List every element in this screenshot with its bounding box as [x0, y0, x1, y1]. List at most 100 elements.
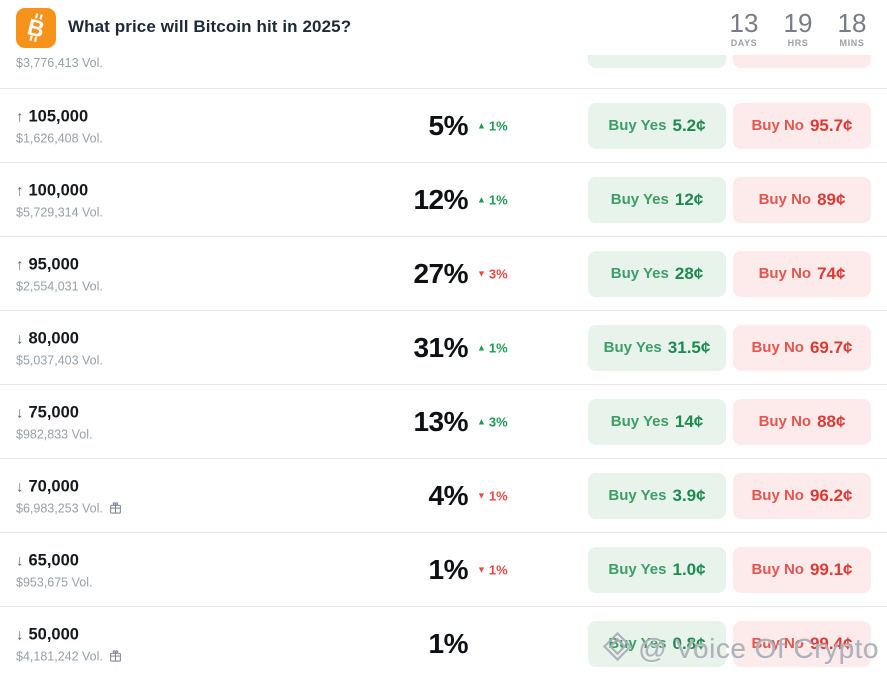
buy-no-label: Buy No	[758, 191, 812, 208]
buy-no-button[interactable]: Buy No 96.2¢	[733, 472, 871, 519]
chance-delta: ▲ 1%	[477, 192, 508, 207]
chance-delta: ▲ 3%	[477, 414, 508, 429]
outcome-info: ↓ 65,000 $953,675 Vol.	[16, 550, 92, 589]
buy-yes-button[interactable]: Buy Yes 1.0¢	[588, 546, 726, 593]
buy-no-button[interactable]	[733, 55, 871, 68]
outcome-volume: $5,037,403 Vol.	[16, 353, 103, 367]
delta-value: 1%	[488, 488, 508, 503]
buy-yes-label: Buy Yes	[608, 635, 667, 652]
outcome-row: ↓ 50,000 $4,181,242 Vol. 1% Buy Yes 0.8¢ Buy N…	[0, 607, 887, 674]
triangle-up-icon: ▲	[477, 194, 486, 204]
buy-no-price: 99.1¢	[809, 559, 853, 579]
buy-yes-price: 1.0¢	[672, 559, 706, 579]
arrow-down-icon: ↓	[16, 330, 24, 347]
triangle-down-icon: ▼	[477, 490, 486, 500]
buy-no-button[interactable]: Buy No 99.1¢	[733, 546, 871, 593]
buy-no-button[interactable]: Buy No 99.4¢	[733, 620, 871, 667]
trade-buttons: Buy Yes 31.5¢ Buy No 69.7¢	[588, 324, 871, 371]
outcome-target: ↑ 95,000	[16, 254, 103, 275]
target-price: 75,000	[28, 403, 79, 421]
buy-no-label: Buy No	[758, 413, 812, 430]
buy-no-price: 89¢	[817, 189, 846, 209]
outcome-target: ↓ 65,000	[16, 550, 92, 571]
buy-yes-button[interactable]: Buy Yes 3.9¢	[588, 472, 726, 519]
trade-buttons: Buy Yes 12¢ Buy No 89¢	[588, 176, 871, 223]
delta-value: 1%	[488, 562, 508, 577]
buy-no-button[interactable]: Buy No 95.7¢	[733, 102, 871, 149]
buy-no-label: Buy No	[751, 635, 804, 652]
outcome-volume: $953,675 Vol.	[16, 575, 92, 589]
buy-yes-button[interactable]: Buy Yes 14¢	[588, 398, 726, 445]
outcome-rows: $3,776,413 Vol. ↑ 105,000 $1,626,408 Vol. 5%…	[0, 55, 887, 674]
chance-delta: ▼ 1%	[477, 562, 508, 577]
chance-delta: ▲ 1%	[477, 340, 508, 355]
chance-percent: 4%	[428, 479, 469, 511]
buy-no-label: Buy No	[751, 561, 804, 578]
arrow-up-icon: ↑	[16, 182, 24, 199]
buy-no-price: 95.7¢	[809, 115, 853, 135]
buy-yes-price: 5.2¢	[672, 115, 706, 135]
buy-no-button[interactable]: Buy No 89¢	[733, 176, 871, 223]
arrow-down-icon: ↓	[16, 478, 24, 495]
trade-buttons: Buy Yes 28¢ Buy No 74¢	[588, 250, 871, 297]
volume-text: $1,626,408 Vol.	[16, 131, 103, 145]
outcome-info: ↓ 80,000 $5,037,403 Vol.	[16, 328, 103, 367]
trade-buttons: Buy Yes 3.9¢ Buy No 96.2¢	[588, 472, 871, 519]
outcome-volume: $3,776,413 Vol.	[16, 56, 103, 70]
buy-yes-button[interactable]: Buy Yes 31.5¢	[588, 324, 726, 371]
countdown-mins: 18 MINS	[837, 8, 867, 48]
buy-yes-button[interactable]: Buy Yes 5.2¢	[588, 102, 726, 149]
delta-value: 1%	[488, 340, 508, 355]
outcome-row: ↑ 105,000 $1,626,408 Vol. 5% ▲ 1% Buy Yes 5.2¢ B…	[0, 89, 887, 163]
buy-yes-price: 28¢	[674, 263, 704, 283]
target-price: 80,000	[28, 329, 79, 347]
outcome-row: ↓ 70,000 $6,983,253 Vol. 4% ▼ 1% Buy Yes 3.9¢ Bu…	[0, 459, 887, 533]
buy-yes-button[interactable]: Buy Yes 12¢	[588, 176, 726, 223]
outcome-volume: $1,626,408 Vol.	[16, 131, 103, 145]
triangle-up-icon: ▲	[477, 416, 486, 426]
trade-buttons	[588, 55, 871, 68]
buy-yes-label: Buy Yes	[608, 561, 667, 578]
buy-yes-label: Buy Yes	[610, 191, 669, 208]
buy-yes-button[interactable]	[588, 55, 726, 68]
arrow-down-icon: ↓	[16, 552, 24, 569]
triangle-down-icon: ▼	[477, 268, 486, 278]
volume-text: $953,675 Vol.	[16, 575, 93, 589]
chance-percent: 13%	[413, 405, 468, 437]
buy-yes-label: Buy Yes	[603, 339, 662, 356]
outcome-volume: $6,983,253 Vol.	[16, 501, 122, 515]
buy-yes-button[interactable]: Buy Yes 0.8¢	[588, 620, 726, 667]
buy-no-label: Buy No	[758, 265, 812, 282]
volume-text: $2,554,031 Vol.	[16, 279, 103, 293]
buy-no-price: 69.7¢	[809, 337, 853, 357]
buy-no-price: 99.4¢	[809, 633, 853, 653]
target-price: 65,000	[28, 551, 79, 569]
outcome-info: ↓ 75,000 $982,833 Vol.	[16, 402, 92, 441]
buy-no-button[interactable]: Buy No 69.7¢	[733, 324, 871, 371]
volume-text: $5,729,314 Vol.	[16, 205, 103, 219]
volume-text: $3,776,413 Vol.	[16, 56, 103, 70]
chance-percent: 12%	[413, 183, 468, 215]
buy-no-price: 96.2¢	[809, 485, 853, 505]
buy-yes-button[interactable]: Buy Yes 28¢	[588, 250, 726, 297]
market-title: What price will Bitcoin hit in 2025?	[68, 17, 352, 36]
buy-no-button[interactable]: Buy No 74¢	[733, 250, 871, 297]
outcome-info: ↑ 105,000 $1,626,408 Vol.	[16, 106, 103, 145]
arrow-down-icon: ↓	[16, 626, 24, 643]
buy-no-label: Buy No	[751, 487, 804, 504]
countdown-days: 13 DAYS	[729, 8, 759, 48]
buy-no-price: 88¢	[817, 411, 846, 431]
chance-percent: 31%	[413, 331, 468, 363]
outcome-info: ↑ 95,000 $2,554,031 Vol.	[16, 254, 103, 293]
buy-no-button[interactable]: Buy No 88¢	[733, 398, 871, 445]
outcome-target: ↑ 105,000	[16, 106, 103, 127]
outcome-row: ↓ 65,000 $953,675 Vol. 1% ▼ 1% Buy Yes 1.0¢ Buy …	[0, 533, 887, 607]
outcome-volume: $5,729,314 Vol.	[16, 205, 103, 219]
svg-text:B: B	[25, 13, 47, 42]
triangle-down-icon: ▼	[477, 564, 486, 574]
chance-delta: ▼ 1%	[477, 488, 508, 503]
arrow-up-icon: ↑	[16, 108, 24, 125]
arrow-up-icon: ↑	[16, 256, 24, 273]
target-price: 95,000	[28, 255, 79, 273]
